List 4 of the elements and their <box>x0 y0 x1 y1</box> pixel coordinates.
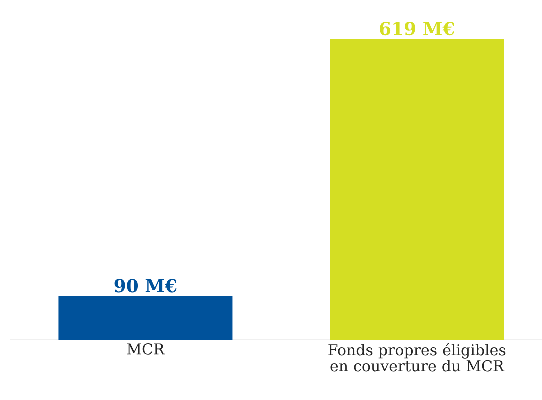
x-tick-label: Fonds propres éligibles en couverture du MCR <box>328 344 506 372</box>
data-label: 90 M€ <box>114 279 177 293</box>
x-tick-label: MCR <box>127 344 166 355</box>
data-label: 619 M€ <box>380 22 454 36</box>
